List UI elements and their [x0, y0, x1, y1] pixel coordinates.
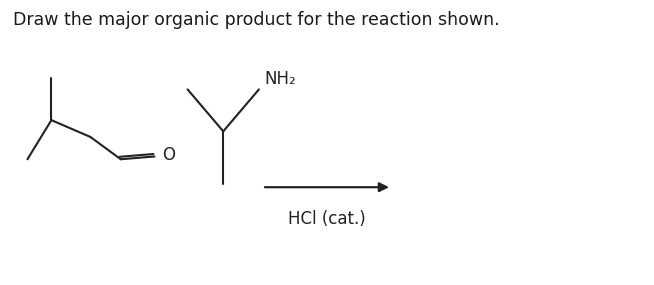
Text: NH₂: NH₂ [264, 70, 296, 88]
Text: Draw the major organic product for the reaction shown.: Draw the major organic product for the r… [12, 11, 499, 29]
Text: O: O [162, 146, 175, 164]
Text: HCl (cat.): HCl (cat.) [288, 209, 366, 227]
